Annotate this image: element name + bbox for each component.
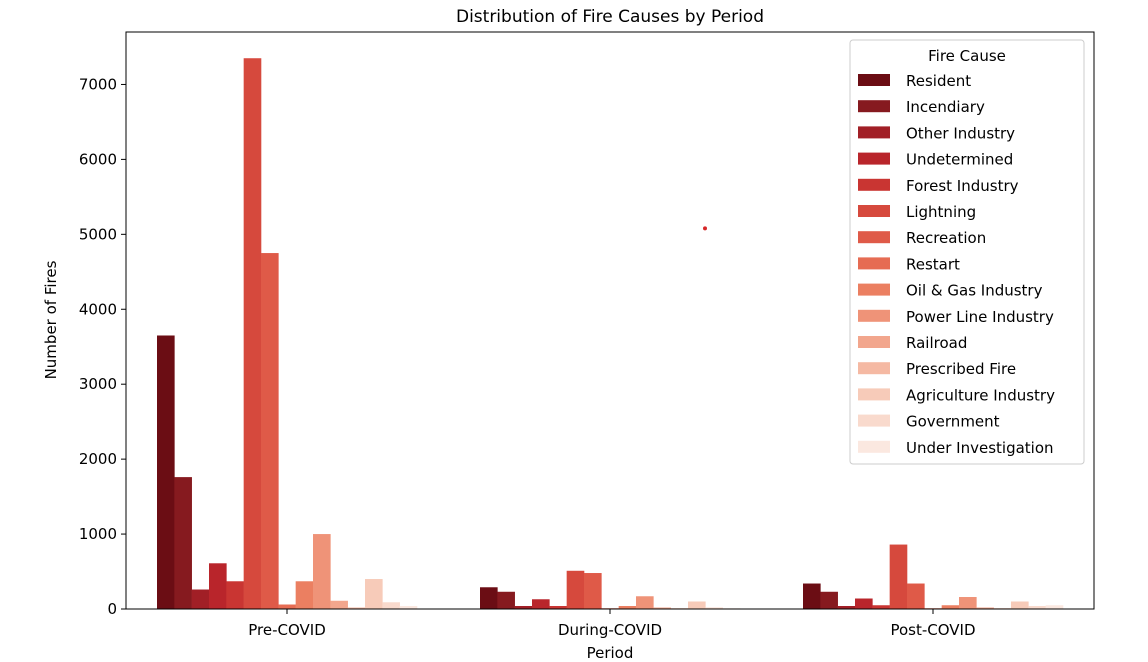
bar-incendiary-pre-covid (174, 477, 192, 609)
legend-swatch (858, 257, 890, 270)
bar-resident-during-covid (480, 587, 498, 609)
y-tick-label: 3000 (79, 375, 117, 393)
bar-incendiary-post-covid (820, 591, 838, 609)
bar-railroad-during-covid (653, 607, 671, 609)
bar-agriculture-industry-post-covid (1011, 601, 1029, 609)
legend-entry: Restart (906, 255, 960, 273)
y-axis: 0 1000 2000 3000 4000 5000 6000 7000 (79, 75, 126, 618)
legend-entry: Agriculture Industry (906, 386, 1055, 404)
bar-incendiary-during-covid (497, 591, 515, 609)
bar-recreation-during-covid (584, 573, 602, 609)
bar-railroad-pre-covid (330, 600, 348, 609)
bar-oil-gas-industry-pre-covid (295, 581, 314, 609)
annotation-point (703, 226, 707, 231)
legend-entry: Undetermined (906, 151, 1013, 169)
legend-entry: Railroad (906, 334, 967, 352)
bar-forest-industry-post-covid (872, 605, 890, 609)
legend-swatch (858, 309, 890, 322)
bar-under-investigation-pre-covid (399, 606, 418, 609)
bar-other-industry-pre-covid (191, 589, 210, 609)
bar-recreation-post-covid (907, 583, 925, 609)
bar-agriculture-industry-during-covid (688, 601, 706, 609)
x-axis: Pre-COVID During-COVID Post-COVID (248, 609, 976, 639)
bar-lightning-during-covid (566, 570, 585, 609)
bar-government-post-covid (1028, 606, 1046, 609)
bar-lightning-pre-covid (243, 58, 262, 610)
legend-swatch (858, 414, 890, 427)
bar-government-during-covid (705, 607, 723, 609)
x-axis-label: Period (587, 644, 634, 662)
legend-swatch (858, 100, 890, 113)
y-tick-label: 6000 (79, 150, 117, 168)
bar-government-pre-covid (382, 602, 400, 609)
bar-other-industry-post-covid (837, 606, 856, 609)
legend-entry: Lightning (906, 203, 976, 221)
bar-under-investigation-post-covid (1045, 605, 1064, 609)
bar-railroad-post-covid (976, 607, 994, 609)
bar-recreation-pre-covid (261, 253, 279, 609)
bar-oil-gas-industry-during-covid (618, 606, 637, 609)
y-axis-label: Number of Fires (42, 260, 60, 379)
x-tick-label: During-COVID (558, 621, 662, 639)
y-tick-label: 0 (107, 600, 117, 618)
legend-entry: Forest Industry (906, 177, 1019, 195)
bar-forest-industry-during-covid (549, 606, 567, 609)
legend-entry: Recreation (906, 229, 986, 247)
bar-agriculture-industry-pre-covid (365, 579, 383, 609)
legend-swatch (858, 152, 890, 165)
bar-resident-post-covid (803, 583, 821, 609)
legend-swatch (858, 178, 890, 191)
y-tick-label: 5000 (79, 225, 117, 243)
legend-swatch (858, 440, 890, 453)
x-tick-label: Post-COVID (890, 621, 975, 639)
y-tick-label: 1000 (79, 525, 117, 543)
bar-oil-gas-industry-post-covid (941, 605, 960, 609)
legend-entry: Resident (906, 72, 971, 90)
legend-frame (849, 39, 1085, 465)
x-tick-label: Pre-COVID (248, 621, 326, 639)
legend-entry: Other Industry (906, 124, 1015, 142)
bar-forest-industry-pre-covid (226, 581, 244, 609)
chart-title: Distribution of Fire Causes by Period (456, 7, 764, 27)
bars-group (157, 58, 1064, 610)
annotations-group (703, 226, 707, 231)
bar-lightning-post-covid (889, 544, 908, 609)
bar-power-line-industry-during-covid (636, 596, 654, 609)
legend-entry: Government (906, 413, 1000, 431)
legend-entry: Oil & Gas Industry (906, 282, 1043, 300)
legend-swatch (858, 388, 890, 401)
bar-undetermined-post-covid (855, 598, 873, 609)
legend-swatch (858, 74, 890, 86)
legend-entry: Power Line Industry (906, 308, 1054, 326)
legend-swatch (858, 126, 890, 139)
bar-power-line-industry-pre-covid (313, 534, 331, 609)
bar-resident-pre-covid (157, 335, 175, 609)
legend-swatch (858, 362, 890, 375)
legend-title: Fire Cause (928, 47, 1006, 65)
y-tick-label: 2000 (79, 450, 117, 468)
legend-swatch (858, 336, 890, 348)
bar-restart-pre-covid (278, 604, 296, 609)
bar-power-line-industry-post-covid (959, 597, 977, 609)
legend-entry: Prescribed Fire (906, 360, 1016, 378)
legend-entry: Incendiary (906, 98, 985, 116)
bar-prescribed-fire-pre-covid (347, 607, 366, 609)
legend-swatch (858, 205, 890, 217)
bar-undetermined-during-covid (532, 599, 550, 609)
legend-swatch (858, 283, 890, 296)
y-tick-label: 4000 (79, 300, 117, 318)
y-tick-label: 7000 (79, 75, 117, 93)
bar-other-industry-during-covid (514, 606, 533, 609)
bar-undetermined-pre-covid (209, 563, 227, 609)
legend: Fire Cause Resident Incendiary Other Indus… (849, 39, 1085, 465)
legend-swatch (858, 231, 890, 244)
legend-entry: Under Investigation (906, 439, 1054, 457)
